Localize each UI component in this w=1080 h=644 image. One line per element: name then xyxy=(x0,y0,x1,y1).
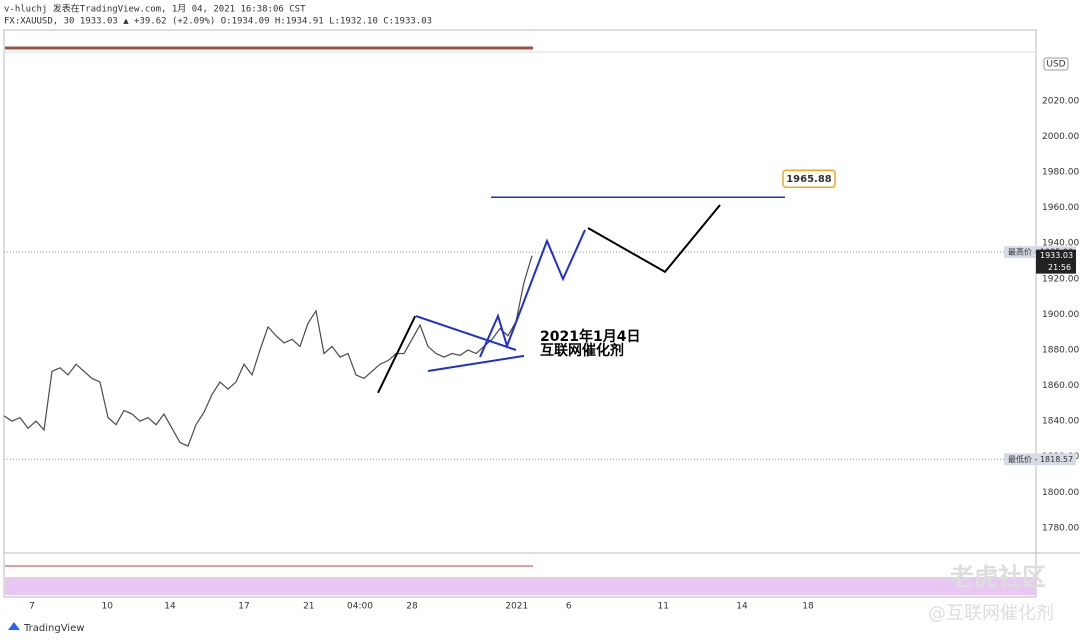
countdown: 21:56 xyxy=(1048,263,1071,272)
y-tick-label: 1880.00 xyxy=(1042,345,1079,355)
header-line: v-hluchj 发表在TradingView.com, 1月 04, 2021… xyxy=(4,3,306,15)
y-tick-label: 1840.00 xyxy=(1042,417,1079,427)
logo-icon xyxy=(8,622,20,630)
x-tick-label: 14 xyxy=(736,602,748,612)
y-tick-label: 1920.00 xyxy=(1042,274,1079,284)
trend-drawing xyxy=(377,315,417,394)
price-line xyxy=(3,255,533,447)
last-price: 1933.03 xyxy=(1040,251,1073,260)
indicator-band xyxy=(5,577,1036,595)
y-tick-label: 1940.00 xyxy=(1042,239,1079,249)
y-tick-label: 1780.00 xyxy=(1042,523,1079,533)
x-tick-label: 28 xyxy=(406,602,418,612)
x-tick-label: 10 xyxy=(101,602,113,612)
trend-drawing xyxy=(479,229,586,358)
x-tick-label: 6 xyxy=(566,602,572,612)
x-tick-label: 2021 xyxy=(505,602,528,612)
watermark: 老虎社区 xyxy=(950,563,1046,591)
annotation: 互联网催化剂 xyxy=(540,342,624,359)
y-tick-label: 2020.00 xyxy=(1042,96,1079,106)
trend-drawing xyxy=(587,204,721,274)
currency: USD xyxy=(1046,60,1065,70)
x-tick-label: 21 xyxy=(303,602,314,612)
y-tick-label: 1800.00 xyxy=(1042,488,1079,498)
y-tick-label: 1900.00 xyxy=(1042,310,1079,320)
target-box xyxy=(782,169,836,188)
x-tick-label: 7 xyxy=(29,602,35,612)
watermark: @互联网催化剂 xyxy=(928,603,1054,624)
level-label: 最低价 - 1818.57 xyxy=(1008,454,1073,464)
level-box xyxy=(1004,453,1076,466)
x-tick-label: 14 xyxy=(164,602,176,612)
annotation: 2021年1月4日 xyxy=(540,328,640,345)
target-label: 1965.88 xyxy=(786,174,832,185)
logo: TradingView xyxy=(23,623,84,634)
currency-box xyxy=(1043,57,1069,71)
x-tick-label: 04:00 xyxy=(347,602,373,612)
y-tick-label: 1860.00 xyxy=(1042,381,1079,391)
x-tick-label: 11 xyxy=(657,602,668,612)
y-tick-label: 1960.00 xyxy=(1042,203,1079,213)
x-tick-label: 17 xyxy=(238,602,249,612)
x-tick-label: 18 xyxy=(802,602,814,612)
trend-drawing xyxy=(427,354,525,372)
trend-drawing xyxy=(415,315,517,351)
last-price-box xyxy=(1036,249,1076,274)
header-line: FX:XAUUSD, 30 1933.03 ▲ +39.62 (+2.09%) … xyxy=(4,17,432,27)
y-tick-label: 1980.00 xyxy=(1042,168,1079,178)
y-tick-label: 2000.00 xyxy=(1042,132,1079,142)
